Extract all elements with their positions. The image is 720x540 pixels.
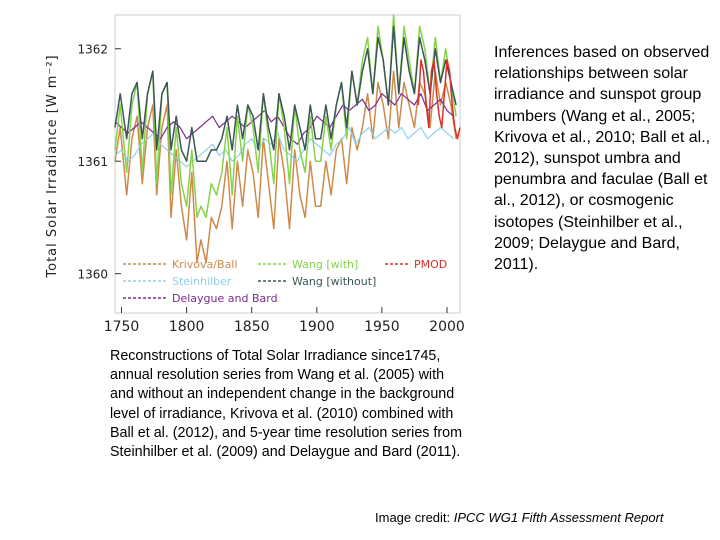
x-tick-label-0: 1750 <box>104 319 140 335</box>
figure-caption: Reconstructions of Total Solar Irradianc… <box>110 348 463 461</box>
x-tick-label-1: 1800 <box>169 319 205 335</box>
series-line-1 <box>114 126 454 168</box>
credit-source: IPCC WG1 Fifth Assessment Report <box>453 510 664 525</box>
series-group <box>114 14 461 264</box>
legend: Krivova/Ball Steinhilber Delaygue and Bard… <box>123 258 447 305</box>
legend-label-4: Wang [without] <box>292 275 376 288</box>
legend-label-1: Steinhilber <box>172 275 232 288</box>
x-tick-label-3: 1900 <box>299 319 335 335</box>
y-axis-label: Total Solar Irradiance [W m⁻²] <box>45 54 60 278</box>
legend-label-2: Delaygue and Bard <box>172 292 278 305</box>
image-credit: Image credit: IPCC WG1 Fifth Assessment … <box>375 510 664 525</box>
y-tick-label-1: 1361 <box>77 155 108 169</box>
legend-label-0: Krivova/Ball <box>172 258 237 271</box>
x-tick-label-2: 1850 <box>234 319 270 335</box>
legend-label-5: PMOD <box>414 258 447 271</box>
series-line-5 <box>417 59 461 140</box>
y-axis: 1360 1361 1362 <box>77 43 121 282</box>
series-line-4 <box>114 25 457 162</box>
series-line-0 <box>114 70 457 264</box>
legend-label-3: Wang [with] <box>292 258 358 271</box>
x-tick-label-4: 1950 <box>364 319 400 335</box>
y-tick-label-2: 1362 <box>77 43 108 57</box>
x-axis: 1750 1800 1850 1900 1950 2000 <box>104 307 465 335</box>
y-tick-label-0: 1360 <box>77 268 108 282</box>
side-description: Inferences based on observed relationshi… <box>494 44 711 274</box>
credit-prefix: Image credit: <box>375 510 454 525</box>
x-tick-label-5: 2000 <box>429 319 465 335</box>
